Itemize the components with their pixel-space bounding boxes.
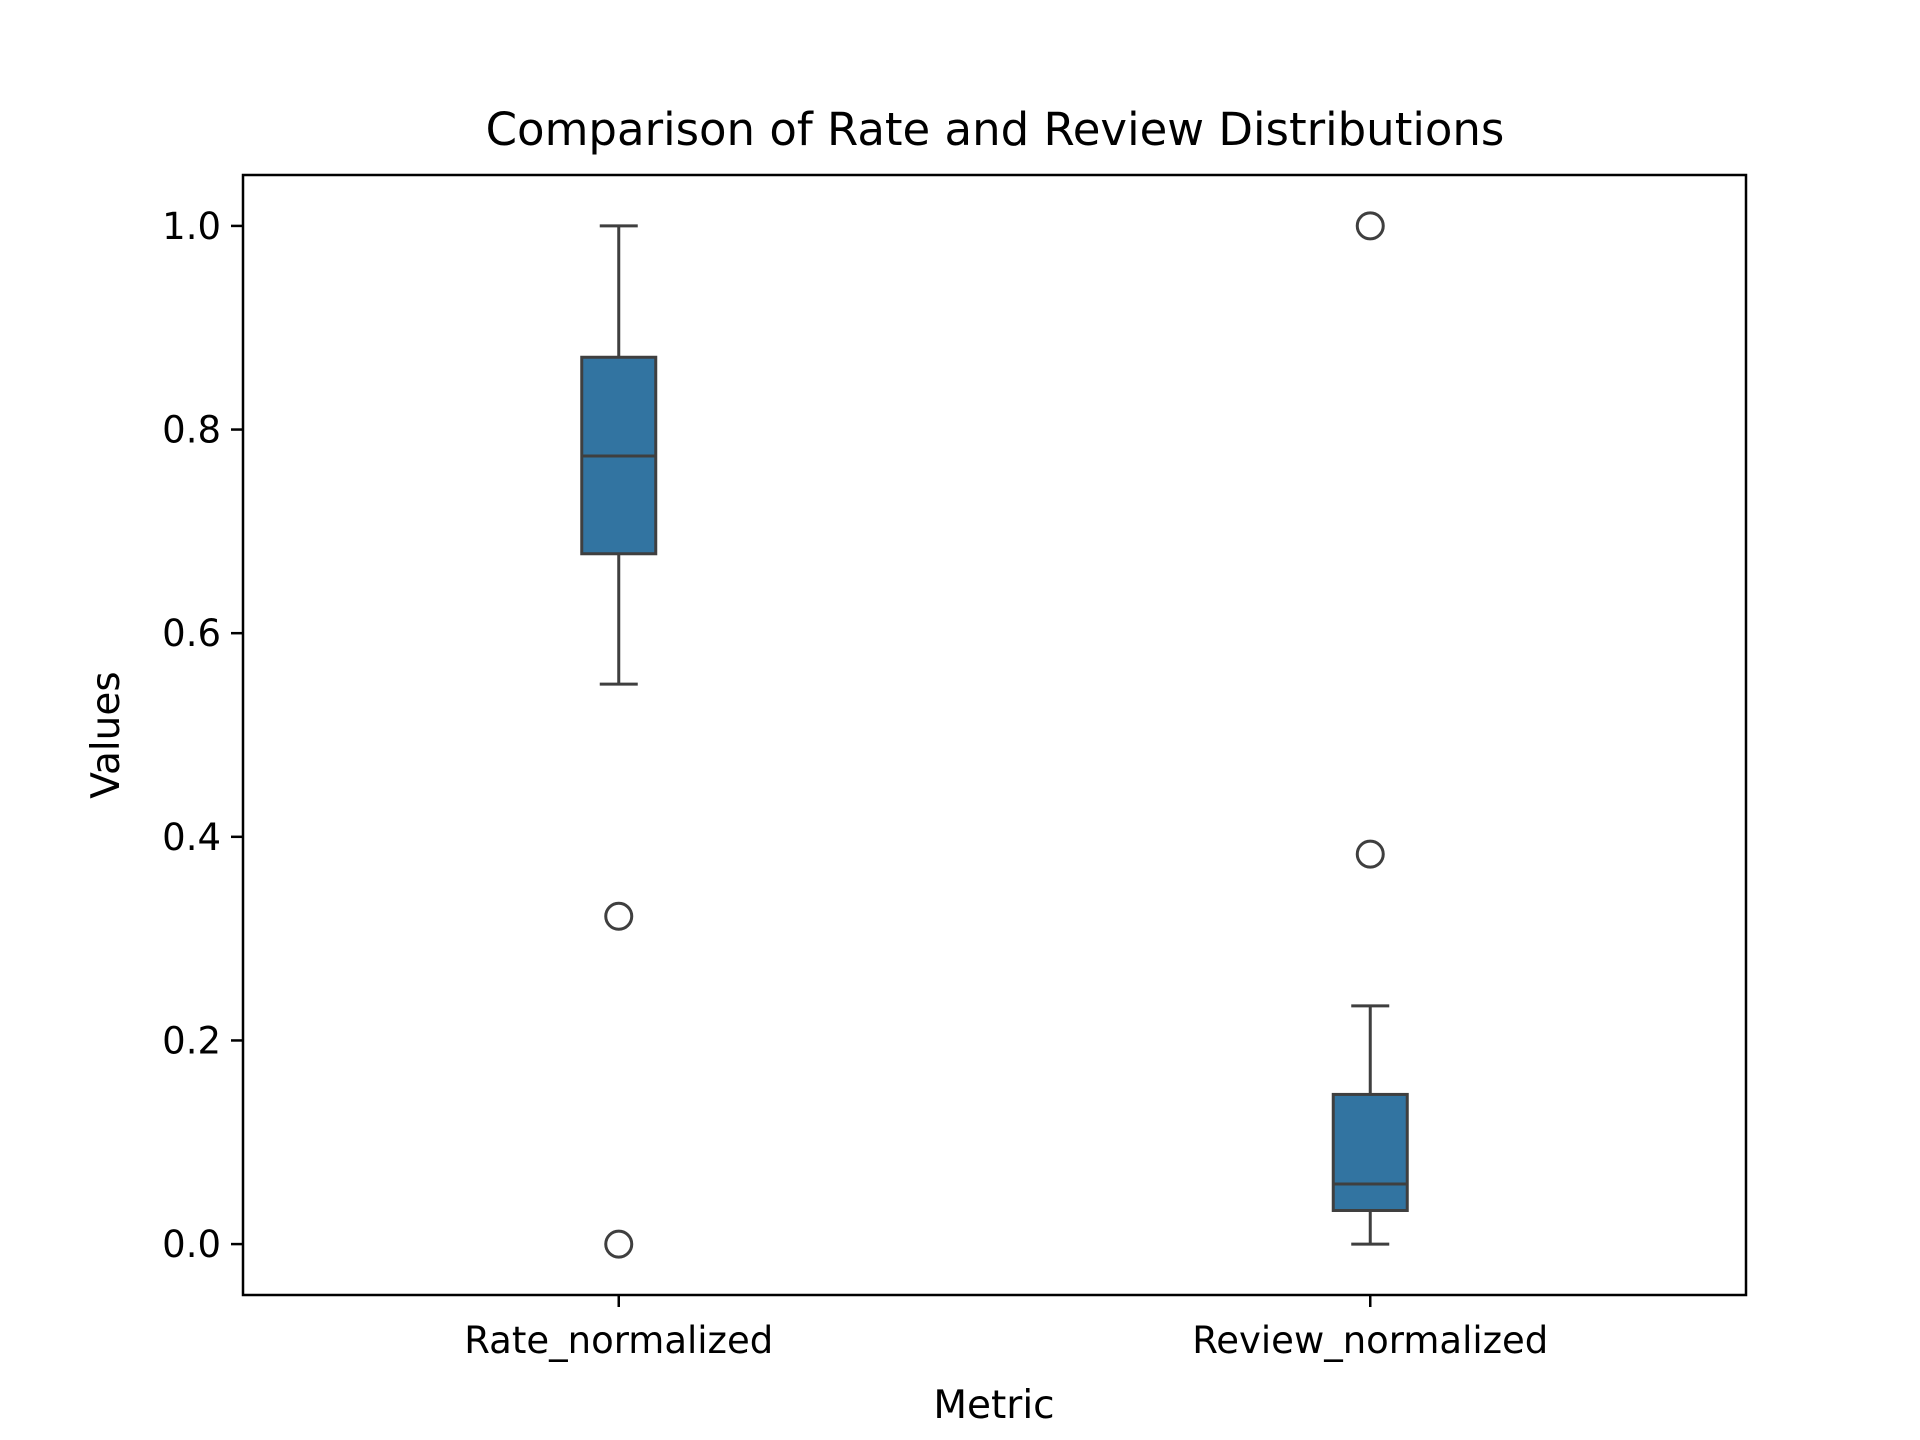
- outlier-point: [604, 901, 634, 931]
- box-group-review-normalized: [1331, 211, 1409, 1246]
- axes-frame: [241, 173, 1748, 1297]
- outlier-point: [604, 1229, 634, 1259]
- outlier-point: [1355, 211, 1385, 241]
- x-tick-label: Rate_normalized: [464, 1319, 773, 1362]
- x-tick-label: Review_normalized: [1192, 1319, 1548, 1362]
- y-tick-label: 0.6: [162, 612, 221, 655]
- plot-area: [580, 211, 1409, 1259]
- chart-title: Comparison of Rate and Review Distributi…: [486, 103, 1505, 156]
- x-axis-label: Metric: [933, 1383, 1054, 1428]
- x-axis: Rate_normalized Review_normalized: [464, 1295, 1548, 1362]
- y-tick-label: 0.8: [162, 409, 221, 452]
- iqr-box: [1331, 1092, 1409, 1212]
- y-tick-label: 0.0: [162, 1223, 221, 1266]
- y-tick-label: 1.0: [162, 205, 221, 248]
- y-tick-label: 0.2: [162, 1019, 221, 1062]
- box-group-rate-normalized: [580, 224, 658, 1259]
- y-axis-label: Values: [84, 671, 129, 798]
- outlier-point: [1355, 839, 1385, 869]
- y-tick-label: 0.4: [162, 816, 221, 859]
- y-axis: 0.0 0.2 0.4 0.6 0.8 1.0: [162, 205, 243, 1266]
